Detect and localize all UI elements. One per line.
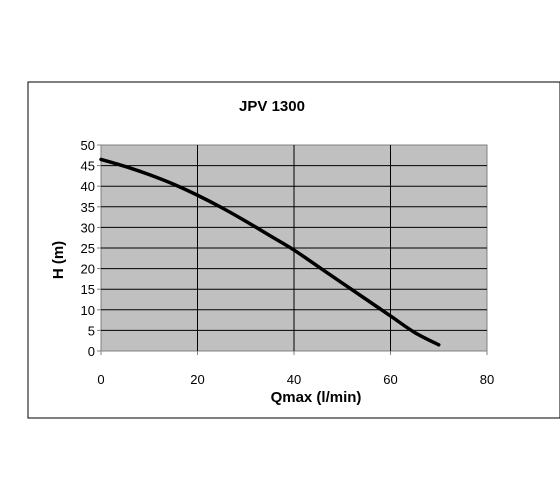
y-tick-label: 0: [88, 344, 95, 359]
y-axis-label: H (m): [50, 241, 67, 279]
y-tick-label: 50: [81, 138, 95, 153]
y-tick-label: 25: [81, 241, 95, 256]
x-tick-label: 80: [480, 372, 494, 387]
x-tick-label: 20: [190, 372, 204, 387]
x-tick-label: 40: [287, 372, 301, 387]
y-tick-label: 20: [81, 262, 95, 277]
y-tick-label: 45: [81, 159, 95, 174]
x-tick-label: 0: [97, 372, 104, 387]
x-axis-label: Qmax (l/min): [271, 389, 362, 406]
y-tick-label: 15: [81, 282, 95, 297]
y-tick-label: 40: [81, 179, 95, 194]
y-tick-label: 10: [81, 303, 95, 318]
y-tick-label: 35: [81, 200, 95, 215]
series-group: [99, 157, 441, 347]
series-line: [99, 157, 441, 347]
y-tick-label: 5: [88, 323, 95, 338]
chart-title: JPV 1300: [239, 98, 305, 115]
gridlines: [97, 144, 488, 355]
x-tick-label: 60: [383, 372, 397, 387]
tick-labels: 0 5 10 15 20 25 30 35 40 45 50 0 20 40 60 80: [81, 138, 495, 387]
y-tick-label: 30: [81, 220, 95, 235]
